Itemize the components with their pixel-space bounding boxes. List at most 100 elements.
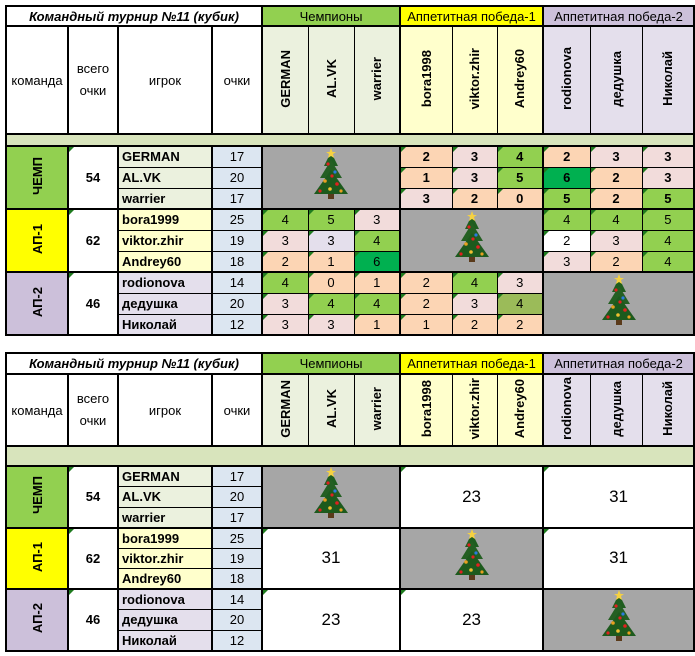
score-cell: 6 [353, 250, 402, 273]
team-vs-team-total: 31 [542, 526, 695, 590]
opponent-name: warrier [369, 56, 385, 101]
opponent-header: Николай [641, 25, 695, 135]
opponent-header: viktor.zhir [451, 373, 498, 447]
team-name-cell: АП-1 [5, 208, 69, 273]
score-cell: 6 [542, 166, 591, 189]
self-match-block [542, 271, 695, 336]
opponent-name: bora1998 [418, 379, 434, 438]
opponent-header: warrier [353, 373, 401, 447]
opponent-header: rodionova [542, 373, 591, 447]
score-cell: 4 [307, 292, 355, 315]
score-cell: 4 [589, 208, 643, 231]
team-total-points: 54 [67, 465, 119, 529]
score-cell: 4 [261, 208, 309, 231]
player-name: Andrey60 [117, 568, 213, 590]
score-cell: 3 [261, 229, 309, 252]
self-match-block [399, 208, 545, 273]
christmas-tree-icon [454, 529, 489, 580]
scores-table-summary: Командный турнир №11 (кубик) Чемпионы Аппе… [4, 352, 695, 652]
player-name: Николай [117, 629, 213, 652]
team-name-cell: АП-2 [5, 588, 69, 652]
opponent-name: Andrey60 [512, 48, 528, 109]
team-name: АП-2 [29, 286, 45, 318]
player-name: rodionova [117, 588, 213, 610]
column-header-total-label: всего очки [76, 61, 110, 98]
score-cell: 4 [261, 271, 309, 294]
score-cell: 2 [496, 313, 545, 336]
score-cell: 3 [542, 250, 591, 273]
player-name: GERMAN [117, 465, 213, 487]
opponent-header: Andrey60 [496, 25, 544, 135]
column-header-team: команда [5, 25, 69, 135]
player-name: Николай [117, 313, 213, 336]
score-cell: 3 [353, 208, 402, 231]
separator-band [4, 133, 695, 147]
score-cell: 5 [542, 187, 591, 210]
opponent-header: GERMAN [261, 25, 309, 135]
team-name-cell: ЧЕМП [5, 465, 69, 529]
score-cell: 3 [641, 166, 695, 189]
opponent-header: Николай [641, 373, 695, 447]
team-vs-team-total: 31 [542, 465, 695, 529]
score-cell: 2 [399, 145, 453, 168]
team-name: ЧЕМП [29, 157, 45, 195]
player-points: 20 [211, 292, 263, 315]
opponent-header: GERMAN [261, 373, 309, 447]
player-name: Andrey60 [117, 250, 213, 273]
player-points: 25 [211, 527, 263, 549]
opponent-name: GERMAN [277, 379, 293, 438]
column-header-points: очки [211, 25, 263, 135]
player-points: 12 [211, 313, 263, 336]
player-points: 18 [211, 568, 263, 590]
player-points: 14 [211, 588, 263, 610]
player-name: viktor.zhir [117, 547, 213, 569]
score-cell: 3 [399, 187, 453, 210]
team-total-points: 46 [67, 271, 119, 336]
score-cell: 2 [399, 271, 453, 294]
christmas-tree-icon [601, 274, 636, 325]
score-cell: 0 [307, 271, 355, 294]
score-cell: 2 [542, 229, 591, 252]
score-cell: 4 [353, 292, 402, 315]
opponent-header: AL.VK [307, 373, 355, 447]
team-total-points: 62 [67, 208, 119, 273]
player-name: AL.VK [117, 486, 213, 508]
score-cell: 2 [399, 292, 453, 315]
opponent-header: дедушка [589, 373, 643, 447]
opponent-header: warrier [353, 25, 401, 135]
team-total-points: 62 [67, 526, 119, 590]
self-match-block [260, 465, 402, 529]
score-cell: 4 [353, 229, 402, 252]
team-total-points: 46 [67, 588, 119, 652]
team-name-cell: АП-2 [5, 271, 69, 336]
player-points: 17 [211, 187, 263, 210]
score-cell: 1 [353, 271, 402, 294]
player-points: 20 [211, 486, 263, 508]
score-cell: 4 [496, 145, 545, 168]
self-match-block [260, 145, 402, 210]
player-name: viktor.zhir [117, 229, 213, 252]
opponent-name: rodionova [559, 377, 575, 440]
score-cell: 2 [589, 166, 643, 189]
column-header-total: всего очки [67, 25, 119, 135]
player-name: warrier [117, 506, 213, 529]
score-cell: 3 [451, 145, 498, 168]
player-name: bora1999 [117, 527, 213, 549]
player-name: bora1999 [117, 208, 213, 231]
column-header-team: команда [5, 373, 69, 447]
player-name: AL.VK [117, 166, 213, 189]
score-cell: 3 [496, 271, 545, 294]
score-cell: 3 [261, 292, 309, 315]
player-points: 17 [211, 145, 263, 168]
team-name: АП-2 [29, 603, 45, 634]
team-name: АП-1 [29, 223, 45, 255]
score-cell: 4 [542, 208, 591, 231]
group-header: Аппетитная победа-1 [399, 352, 545, 375]
team-name-cell: ЧЕМП [5, 145, 69, 210]
team-vs-team-total: 23 [260, 588, 402, 652]
score-cell: 4 [451, 271, 498, 294]
score-cell: 3 [307, 313, 355, 336]
player-points: 25 [211, 208, 263, 231]
team-name: АП-1 [29, 541, 45, 572]
team-total-points: 54 [67, 145, 119, 210]
